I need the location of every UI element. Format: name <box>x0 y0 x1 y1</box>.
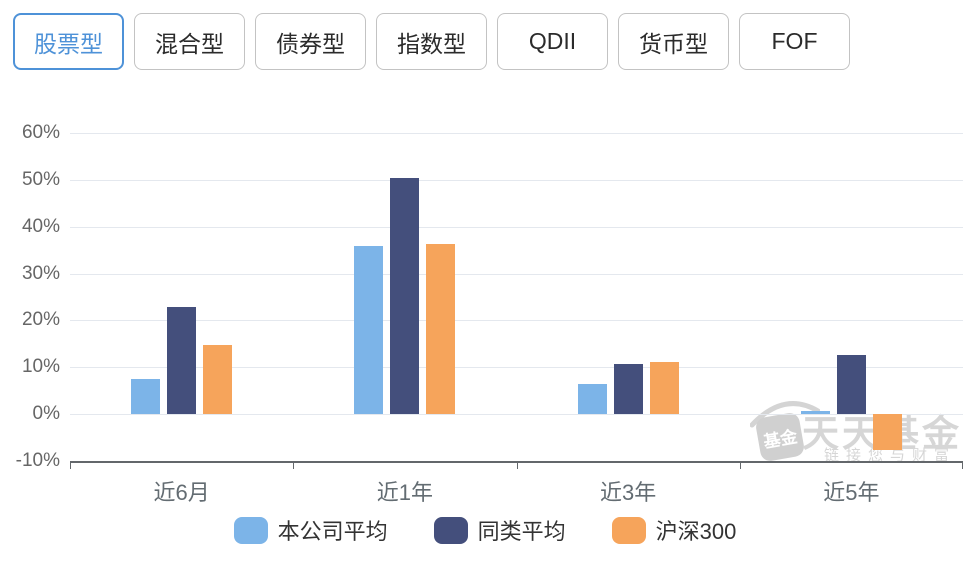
legend-swatch-hs300 <box>611 516 646 544</box>
x-axis-tick <box>516 461 518 469</box>
legend-hs300[interactable]: 沪深300 <box>611 514 737 546</box>
fund-logo-icon: 基金 <box>750 401 820 461</box>
gridline <box>70 320 963 322</box>
legend-peer-avg[interactable]: 同类平均 <box>433 514 566 546</box>
y-axis-label: 60% <box>21 122 60 143</box>
bar-hs300-1[interactable] <box>203 345 233 415</box>
tab-money[interactable]: 货币型 <box>618 13 729 70</box>
bar-company-avg-2[interactable] <box>354 246 384 415</box>
bar-hs300-2[interactable] <box>426 244 456 415</box>
x-axis-tick <box>739 461 741 469</box>
legend-label: 同类平均 <box>477 519 566 544</box>
bar-hs300-3[interactable] <box>649 361 679 415</box>
tab-fof[interactable]: FOF <box>739 13 850 70</box>
bar-peer-avg-4[interactable] <box>836 354 866 415</box>
bar-peer-avg-3[interactable] <box>613 363 643 415</box>
x-axis-label: 近6月 <box>153 480 210 505</box>
watermark-logo-text: 基金 <box>761 426 800 452</box>
legend-swatch-peer-avg <box>433 516 468 544</box>
gridline <box>70 414 963 416</box>
x-axis-tick <box>962 461 963 469</box>
tab-hybrid[interactable]: 混合型 <box>134 13 245 70</box>
chart-legend: 本公司平均 同类平均 沪深300 <box>0 514 970 546</box>
x-axis-tick <box>293 461 295 469</box>
bar-hs300-4[interactable] <box>872 414 902 451</box>
gridline <box>70 179 963 181</box>
x-axis-label: 近5年 <box>823 480 880 505</box>
legend-label: 本公司平均 <box>277 519 388 544</box>
y-axis-label: -10% <box>15 450 60 471</box>
tab-equity[interactable]: 股票型 <box>13 13 124 70</box>
tab-bond[interactable]: 债券型 <box>255 13 366 70</box>
x-axis-label: 近3年 <box>600 480 657 505</box>
bar-peer-avg-2[interactable] <box>390 177 420 415</box>
gridline <box>70 367 963 369</box>
y-axis-label: 40% <box>21 215 60 237</box>
y-axis-label: 50% <box>21 168 60 190</box>
bar-company-avg-1[interactable] <box>131 379 161 415</box>
legend-company-avg[interactable]: 本公司平均 <box>233 514 388 546</box>
y-axis-label: 30% <box>21 262 60 284</box>
x-axis-tick <box>70 461 71 469</box>
bar-company-avg-4[interactable] <box>800 411 830 415</box>
x-axis-label: 近1年 <box>376 480 433 505</box>
legend-label: 沪深300 <box>655 519 737 544</box>
fund-type-tabs: 股票型 混合型 债券型 指数型 QDII 货币型 FOF <box>13 13 850 70</box>
y-axis-label: 0% <box>32 403 60 425</box>
bar-company-avg-3[interactable] <box>577 384 607 415</box>
tab-index[interactable]: 指数型 <box>376 13 487 70</box>
y-axis-label: 20% <box>21 309 60 331</box>
gridline <box>70 273 963 275</box>
legend-swatch-company-avg <box>233 516 268 544</box>
tab-qdii[interactable]: QDII <box>497 13 608 70</box>
gridline <box>70 133 963 134</box>
bar-peer-avg-1[interactable] <box>167 307 197 415</box>
plot-area[interactable]: 基金 天天基金 链接您与财富 60%50%40%30%20%10%0%-10%近… <box>16 122 963 505</box>
y-axis-label: 10% <box>21 356 60 378</box>
gridline <box>70 226 963 228</box>
